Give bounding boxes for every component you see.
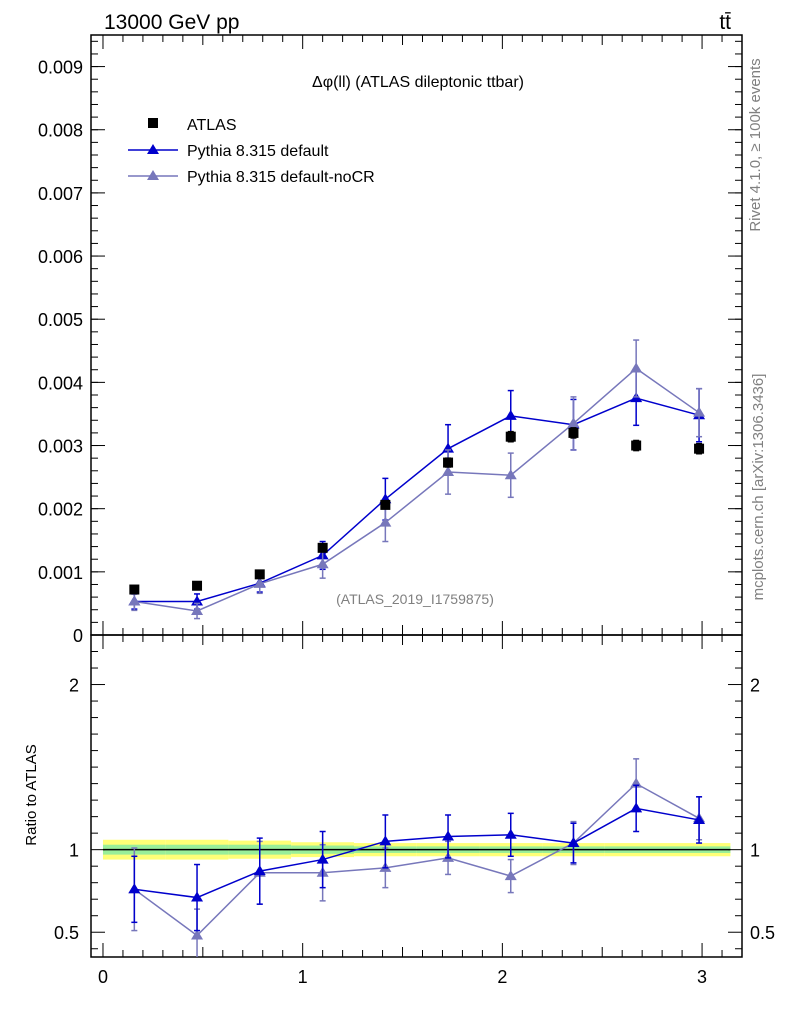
mcplots-label: mcplots.cern.ch [arXiv:1306.3436]: [750, 374, 767, 601]
legend-marker-atlas: [148, 118, 158, 128]
data-point-pythia-nocr: [316, 558, 329, 569]
ratio-point-pythia-default: [253, 865, 266, 876]
ratio-y-tick-label-left: 1: [69, 841, 79, 861]
data-point-atlas: [443, 457, 454, 468]
y-tick-label: 0.004: [38, 373, 83, 393]
series-line-pythia-nocr: [134, 367, 700, 612]
plot-title: Δφ(ll) (ATLAS dileptonic ttbar): [312, 74, 524, 91]
ratio-y-tick-label-left: 2: [69, 676, 79, 696]
ratio-line-pythia-nocr: [133, 782, 700, 937]
data-point-atlas: [568, 427, 579, 438]
ratio-y-tick-label-left: 0.5: [54, 923, 79, 943]
y-tick-label: 0: [73, 626, 83, 646]
series-atlas: [129, 427, 705, 595]
legend-label-default: Pythia 8.315 default: [187, 143, 329, 160]
y-tick-label: 0.002: [38, 500, 83, 520]
series-pythia-nocr: [128, 339, 706, 620]
series-line-pythia-default: [134, 397, 700, 603]
data-point-atlas: [317, 542, 328, 553]
ratio-point-pythia-default: [693, 813, 706, 824]
data-point-pythia-nocr: [504, 469, 517, 480]
x-tick-label: 3: [697, 967, 707, 987]
data-point-atlas: [254, 569, 265, 580]
data-point-pythia-nocr: [442, 466, 455, 477]
ratio-ylabel: Ratio to ATLAS: [23, 744, 40, 845]
ratio-point-pythia-default: [504, 828, 517, 839]
legend: ATLAS Pythia 8.315 default Pythia 8.315 …: [128, 117, 375, 186]
data-point-atlas: [192, 580, 203, 591]
y-tick-label: 0.009: [38, 58, 83, 78]
data-point-pythia-nocr: [128, 595, 141, 606]
data-point-pythia-nocr: [191, 605, 204, 615]
ratio-point-pythia-default: [379, 835, 392, 846]
series-pythia-default: [128, 370, 706, 610]
ratio-point-pythia-nocr: [504, 870, 517, 881]
ratio-point-pythia-nocr: [191, 929, 204, 940]
ratio-y-tick-label-right: 1: [750, 841, 760, 861]
y-tick-label: 0.005: [38, 310, 83, 330]
legend-marker-nocr: [147, 170, 159, 180]
data-point-atlas: [694, 443, 705, 454]
y-tick-label: 0.001: [38, 563, 83, 583]
ratio-y-tick-label-right: 2: [750, 676, 760, 696]
ratio-point-pythia-default: [191, 891, 204, 902]
main-plot-panel: 0 0.001 0.002 0.003 0.004 0.005 0.006 0.007 0.00…: [38, 34, 743, 646]
rivet-label: Rivet 4.1.0, ≥ 100k events: [747, 58, 764, 231]
data-point-atlas: [631, 440, 642, 451]
y-tick-label: 0.008: [38, 121, 83, 141]
x-tick-label: 0: [98, 967, 108, 987]
data-point-pythia-nocr: [630, 362, 643, 373]
data-point-atlas: [129, 584, 140, 595]
data-point-atlas: [505, 431, 516, 442]
data-point-pythia-nocr: [379, 516, 392, 527]
ratio-point-pythia-default: [567, 837, 580, 848]
legend-label-atlas: ATLAS: [187, 117, 237, 134]
legend-label-nocr: Pythia 8.315 default-noCR: [187, 169, 375, 186]
data-point-pythia-nocr: [253, 577, 266, 588]
x-tick-label: 1: [298, 967, 308, 987]
process-label: tt̄: [719, 11, 731, 34]
x-tick-label: 2: [497, 967, 507, 987]
energy-label: 13000 GeV pp: [104, 11, 239, 34]
y-tick-label: 0.007: [38, 184, 83, 204]
ratio-point-pythia-default: [630, 802, 643, 813]
data-point-atlas: [380, 499, 391, 510]
ratio-y-tick-label-right: 0.5: [750, 923, 775, 943]
y-tick-label: 0.003: [38, 437, 83, 457]
data-point-pythia-nocr: [567, 417, 580, 428]
y-tick-label: 0.006: [38, 247, 83, 267]
ratio-plot-frame: [90, 634, 743, 958]
data-point-pythia-default: [504, 409, 517, 420]
data-point-pythia-nocr: [693, 406, 706, 417]
legend-marker-default: [147, 144, 159, 154]
ratio-series-pythia-default: [128, 784, 706, 932]
ratio-plot-panel: 0.5 0.5 1 1 2 2 Ratio to ATLAS: [23, 634, 775, 958]
analysis-watermark: (ATLAS_2019_I1759875): [336, 591, 494, 607]
ratio-point-pythia-default: [442, 830, 455, 841]
ratio-point-pythia-default: [316, 853, 329, 864]
ratio-line-pythia-default: [134, 807, 700, 899]
ratio-point-pythia-default: [128, 883, 141, 894]
